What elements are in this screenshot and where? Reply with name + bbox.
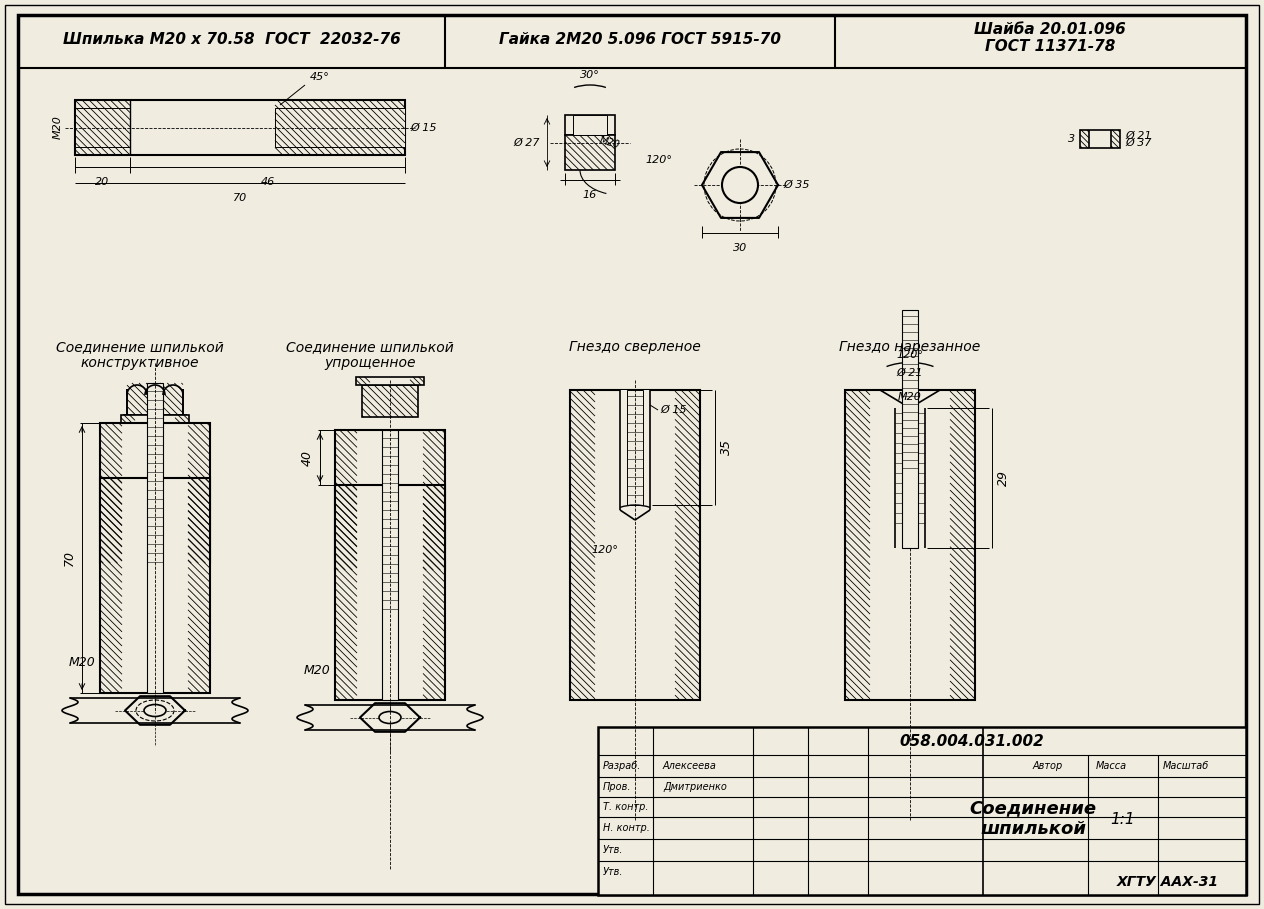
Text: Автор: Автор (1033, 761, 1063, 771)
Text: Шпилька М20 х 70.58  ГОСТ  22032-76: Шпилька М20 х 70.58 ГОСТ 22032-76 (63, 33, 401, 47)
Text: М20: М20 (68, 656, 95, 670)
Bar (573, 115, 607, 135)
Bar (362, 385, 418, 417)
Text: 120°: 120° (645, 155, 672, 165)
Text: 35: 35 (720, 439, 733, 455)
Text: Масштаб: Масштаб (1163, 761, 1210, 771)
Bar (121, 415, 190, 423)
Text: 120°: 120° (592, 545, 618, 555)
Text: Разраб.: Разраб. (603, 761, 641, 771)
Text: 46: 46 (260, 177, 274, 187)
Text: Утв.: Утв. (603, 867, 623, 877)
Bar (276, 108, 404, 147)
Bar (627, 390, 643, 505)
Text: Т. контр.: Т. контр. (603, 802, 648, 812)
Bar (621, 390, 650, 520)
Text: Ø 15: Ø 15 (410, 123, 436, 133)
Text: 70: 70 (63, 550, 76, 566)
Text: Гнездо нарезанное: Гнездо нарезанное (839, 340, 981, 354)
Text: Ø 15: Ø 15 (660, 405, 686, 415)
Text: 20: 20 (95, 177, 110, 187)
Bar (902, 310, 918, 548)
Text: Соединение шпилькой
упрощенное: Соединение шпилькой упрощенное (286, 340, 454, 370)
Text: Соединение
шпилькой: Соединение шпилькой (969, 800, 1097, 838)
Text: М20: М20 (598, 135, 621, 150)
Text: М20: М20 (897, 392, 921, 402)
Text: Шайба 20.01.096
ГОСТ 11371-78: Шайба 20.01.096 ГОСТ 11371-78 (975, 22, 1126, 55)
Text: Соединение шпилькой
конструктивное: Соединение шпилькой конструктивное (56, 340, 224, 370)
Text: Алексеева: Алексеева (664, 761, 717, 771)
Bar (335, 430, 445, 570)
Text: Ø 27: Ø 27 (513, 137, 540, 147)
Text: Ø 21: Ø 21 (1125, 130, 1152, 140)
Text: 40: 40 (301, 449, 313, 465)
Bar (598, 727, 1246, 895)
Bar (382, 430, 398, 700)
Text: Гайка 2М20 5.096 ГОСТ 5915-70: Гайка 2М20 5.096 ГОСТ 5915-70 (499, 33, 781, 47)
Bar (895, 408, 925, 548)
Text: М20: М20 (53, 115, 63, 139)
Text: Ø 21: Ø 21 (896, 368, 923, 378)
Text: ХГТУ ААХ-31: ХГТУ ААХ-31 (1117, 875, 1218, 889)
Text: Ø 35: Ø 35 (782, 180, 809, 190)
Text: М20: М20 (303, 664, 330, 676)
Text: Пров.: Пров. (603, 782, 632, 792)
Bar (565, 115, 616, 135)
Text: Утв.: Утв. (603, 845, 623, 855)
Text: 16: 16 (583, 190, 597, 200)
Text: Ø 37: Ø 37 (1125, 137, 1152, 147)
Text: 29: 29 (997, 470, 1010, 486)
Bar (846, 390, 975, 700)
Bar (570, 390, 700, 700)
Text: 70: 70 (233, 193, 248, 203)
Text: Н. контр.: Н. контр. (603, 823, 650, 833)
Text: 1:1: 1:1 (1111, 812, 1135, 826)
Bar (356, 377, 423, 385)
Text: Гнездо сверленое: Гнездо сверленое (569, 340, 700, 354)
Text: Масса: Масса (1096, 761, 1127, 771)
Bar (1079, 130, 1120, 148)
Text: 30°: 30° (580, 70, 600, 80)
Circle shape (722, 167, 758, 203)
Text: 3: 3 (1068, 134, 1074, 144)
Bar (147, 383, 163, 693)
Bar (75, 100, 404, 155)
Bar (100, 478, 210, 693)
Text: 45°: 45° (310, 72, 330, 82)
Ellipse shape (144, 704, 166, 716)
Text: 058.004.031.002: 058.004.031.002 (900, 734, 1044, 748)
Text: 120°: 120° (896, 350, 924, 360)
Text: 30: 30 (733, 243, 747, 253)
Text: Дмитриенко: Дмитриенко (664, 782, 727, 792)
Bar (100, 423, 210, 563)
Bar (565, 135, 616, 170)
Ellipse shape (379, 712, 401, 724)
Bar (335, 485, 445, 700)
Bar (75, 108, 130, 147)
